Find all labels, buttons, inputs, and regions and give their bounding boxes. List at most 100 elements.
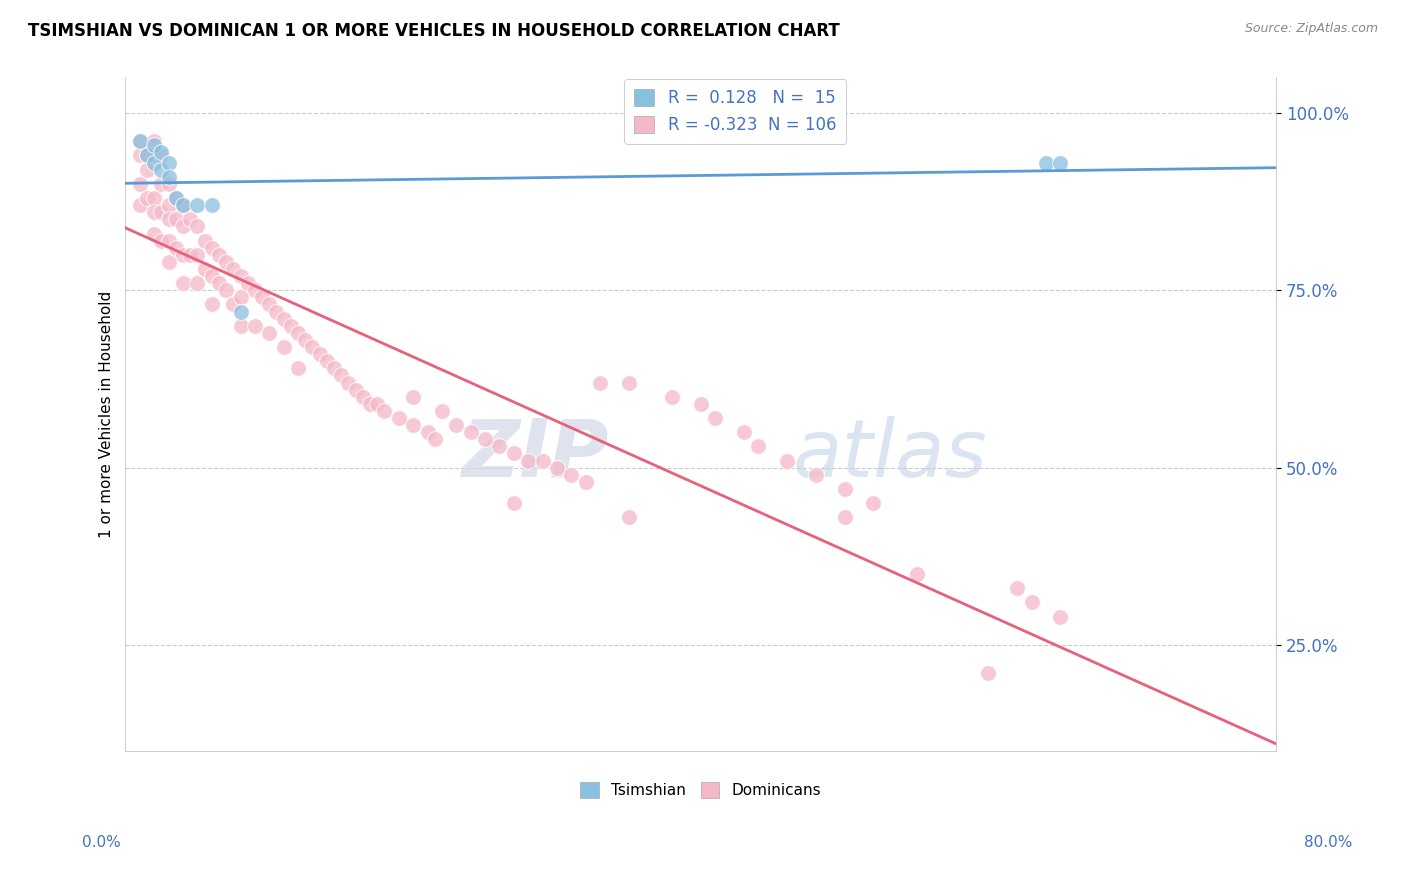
- Point: [661, 390, 683, 404]
- Point: [560, 467, 582, 482]
- Point: [747, 439, 769, 453]
- Point: [186, 248, 208, 262]
- Point: [208, 248, 231, 262]
- Point: [172, 248, 194, 262]
- Point: [165, 241, 187, 255]
- Point: [546, 460, 568, 475]
- Point: [143, 137, 166, 152]
- Point: [201, 269, 224, 284]
- Point: [150, 162, 173, 177]
- Point: [776, 453, 799, 467]
- Point: [165, 191, 187, 205]
- Point: [143, 155, 166, 169]
- Point: [689, 397, 711, 411]
- Point: [273, 340, 295, 354]
- Point: [150, 177, 173, 191]
- Point: [143, 134, 166, 148]
- Point: [259, 297, 281, 311]
- Text: 0.0%: 0.0%: [82, 836, 121, 850]
- Point: [905, 567, 928, 582]
- Point: [157, 198, 180, 212]
- Point: [280, 318, 302, 333]
- Point: [388, 411, 411, 425]
- Point: [250, 290, 273, 304]
- Point: [172, 198, 194, 212]
- Point: [323, 361, 346, 376]
- Point: [150, 148, 173, 162]
- Point: [344, 383, 367, 397]
- Point: [229, 318, 252, 333]
- Point: [1021, 595, 1043, 609]
- Point: [236, 276, 259, 290]
- Point: [201, 198, 224, 212]
- Point: [143, 148, 166, 162]
- Point: [1005, 582, 1028, 596]
- Point: [416, 425, 439, 440]
- Point: [977, 666, 1000, 681]
- Point: [446, 418, 468, 433]
- Point: [531, 453, 554, 467]
- Point: [294, 333, 316, 347]
- Point: [215, 255, 238, 269]
- Point: [229, 269, 252, 284]
- Point: [136, 148, 159, 162]
- Point: [157, 155, 180, 169]
- Point: [315, 354, 337, 368]
- Point: [165, 191, 187, 205]
- Y-axis label: 1 or more Vehicles in Household: 1 or more Vehicles in Household: [100, 291, 114, 538]
- Point: [834, 510, 856, 524]
- Point: [402, 390, 425, 404]
- Point: [179, 248, 201, 262]
- Point: [194, 234, 217, 248]
- Point: [222, 262, 245, 277]
- Point: [172, 219, 194, 234]
- Point: [128, 177, 150, 191]
- Point: [157, 212, 180, 227]
- Text: Source: ZipAtlas.com: Source: ZipAtlas.com: [1244, 22, 1378, 36]
- Text: 80.0%: 80.0%: [1305, 836, 1353, 850]
- Point: [128, 148, 150, 162]
- Point: [157, 177, 180, 191]
- Point: [143, 191, 166, 205]
- Point: [128, 198, 150, 212]
- Point: [128, 134, 150, 148]
- Point: [423, 432, 446, 446]
- Point: [201, 297, 224, 311]
- Point: [150, 145, 173, 159]
- Point: [502, 496, 524, 510]
- Text: TSIMSHIAN VS DOMINICAN 1 OR MORE VEHICLES IN HOUSEHOLD CORRELATION CHART: TSIMSHIAN VS DOMINICAN 1 OR MORE VEHICLE…: [28, 22, 839, 40]
- Point: [128, 134, 150, 148]
- Point: [136, 148, 159, 162]
- Point: [287, 326, 309, 340]
- Point: [460, 425, 482, 440]
- Point: [186, 219, 208, 234]
- Point: [157, 255, 180, 269]
- Point: [1049, 609, 1071, 624]
- Point: [502, 446, 524, 460]
- Point: [337, 376, 360, 390]
- Point: [862, 496, 884, 510]
- Point: [222, 297, 245, 311]
- Point: [804, 467, 827, 482]
- Point: [617, 376, 640, 390]
- Point: [366, 397, 388, 411]
- Point: [143, 227, 166, 241]
- Point: [402, 418, 425, 433]
- Point: [474, 432, 496, 446]
- Point: [287, 361, 309, 376]
- Text: atlas: atlas: [793, 416, 987, 494]
- Text: ZIP: ZIP: [461, 416, 609, 494]
- Point: [589, 376, 612, 390]
- Point: [373, 404, 395, 418]
- Point: [194, 262, 217, 277]
- Point: [172, 276, 194, 290]
- Point: [352, 390, 374, 404]
- Point: [488, 439, 510, 453]
- Point: [266, 304, 288, 318]
- Point: [229, 304, 252, 318]
- Legend: Tsimshian, Dominicans: Tsimshian, Dominicans: [574, 776, 827, 805]
- Point: [215, 283, 238, 297]
- Point: [259, 326, 281, 340]
- Point: [243, 283, 266, 297]
- Point: [733, 425, 755, 440]
